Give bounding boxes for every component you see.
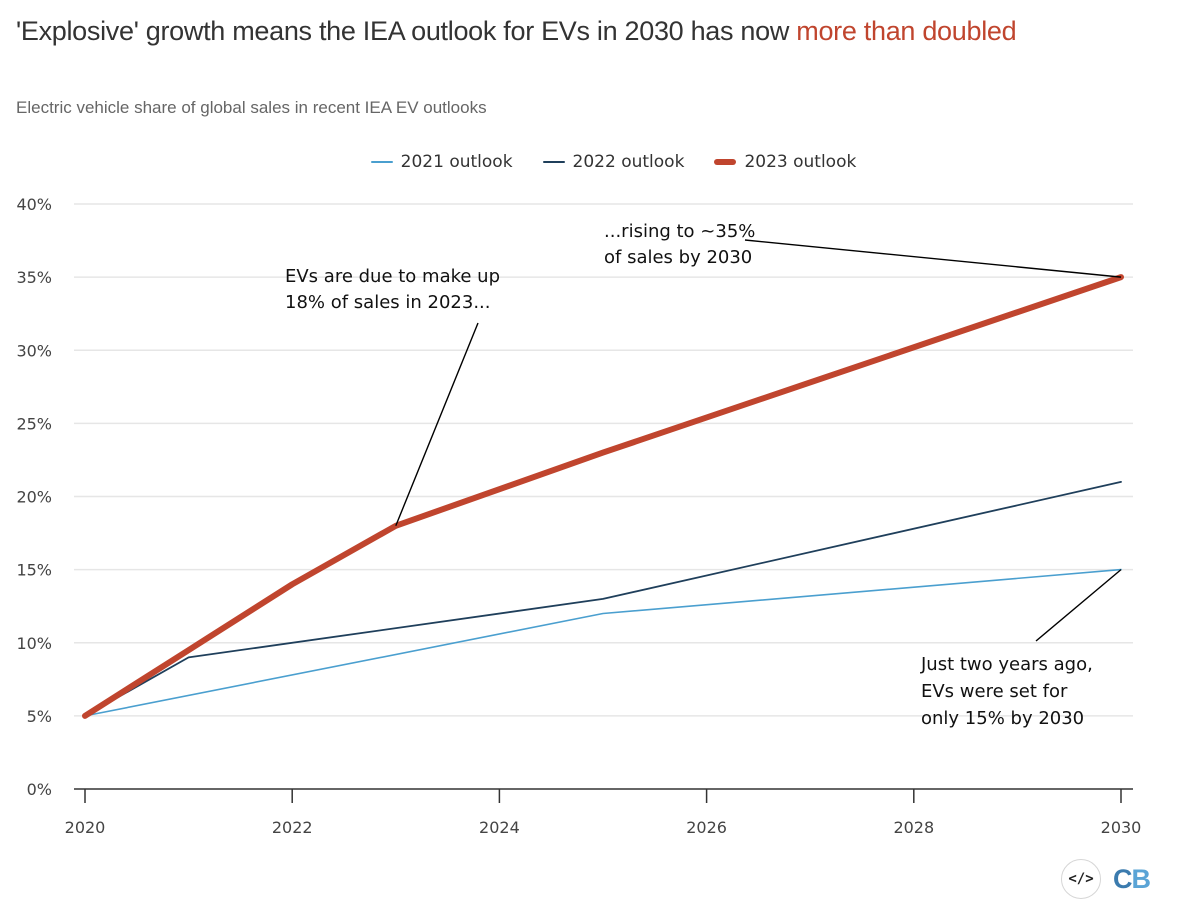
annotation-text: EVs are due to make up [285,266,500,287]
x-tick-label: 2030 [1101,818,1142,837]
y-tick-label: 15% [16,561,52,580]
series-2022-outlook [84,480,1122,717]
series-2023-outlook [82,274,1124,719]
annotation-text: ...rising to ~35% [604,221,755,242]
gridlines [74,203,1133,717]
annotation-text: only 15% by 2030 [921,708,1084,729]
annotation-leader-line [744,239,1122,278]
y-tick-label: 10% [16,634,52,653]
title-highlight: more than doubled [796,16,1017,46]
carbon-brief-logo: CB [1113,863,1151,895]
y-tick-label: 0% [27,780,52,799]
legend-item-2023: 2023 outlook [714,152,856,172]
logo-letter-b: B [1131,863,1151,894]
legend-swatch-2023 [714,159,737,165]
y-axis-ticks: 0% 5% 10% 15% 20% 25% 30% 35% 40% [16,195,52,799]
title-main: 'Explosive' growth means the IEA outlook… [16,16,797,46]
y-tick-label: 40% [16,195,52,214]
annotations: EVs are due to make up 18% of sales in 20… [285,221,1122,729]
legend-swatch-2021 [370,161,393,163]
annotation-leader-line [395,322,479,527]
y-tick-label: 5% [27,707,52,726]
x-tick-label: 2026 [686,818,727,837]
annotation-text: 18% of sales in 2023... [285,292,491,313]
x-tick-label: 2024 [479,818,520,837]
footer-logo: </> CB [1061,859,1151,899]
y-tick-label: 30% [16,341,52,360]
code-icon: </> [1068,871,1094,887]
annotation-2023: EVs are due to make up 18% of sales in 20… [285,266,500,527]
series-2021-outlook [84,568,1122,717]
legend-label: 2023 outlook [744,152,857,172]
annotation-2030-35: ...rising to ~35% of sales by 2030 [604,221,1122,278]
x-tick-label: 2022 [272,818,313,837]
y-tick-label: 25% [16,414,52,433]
y-tick-label: 35% [16,268,52,287]
annotation-2030-15: Just two years ago, EVs were set for only … [920,569,1122,729]
legend-swatch-2022 [542,161,565,163]
annotation-text: Just two years ago, [920,654,1093,675]
annotation-text: of sales by 2030 [604,247,752,268]
annotation-leader-line [1035,569,1122,642]
x-tick-label: 2028 [893,818,934,837]
x-tick-label: 2020 [65,818,106,837]
legend: 2021 outlook 2022 outlook 2023 outlook [0,152,1177,172]
annotation-text: EVs were set for [921,681,1068,702]
x-axis: 2020 2022 2024 2026 2028 2030 [65,788,1142,837]
chart-title: 'Explosive' growth means the IEA outlook… [16,12,1036,50]
logo-letter-c: C [1113,863,1132,894]
y-tick-label: 20% [16,488,52,507]
legend-label: 2022 outlook [572,152,685,172]
series-lines [82,274,1124,719]
legend-item-2022: 2022 outlook [542,152,685,172]
embed-code-button[interactable]: </> [1061,859,1101,899]
legend-label: 2021 outlook [400,152,513,172]
chart-subtitle: Electric vehicle share of global sales i… [16,98,487,117]
legend-item-2021: 2021 outlook [370,152,513,172]
